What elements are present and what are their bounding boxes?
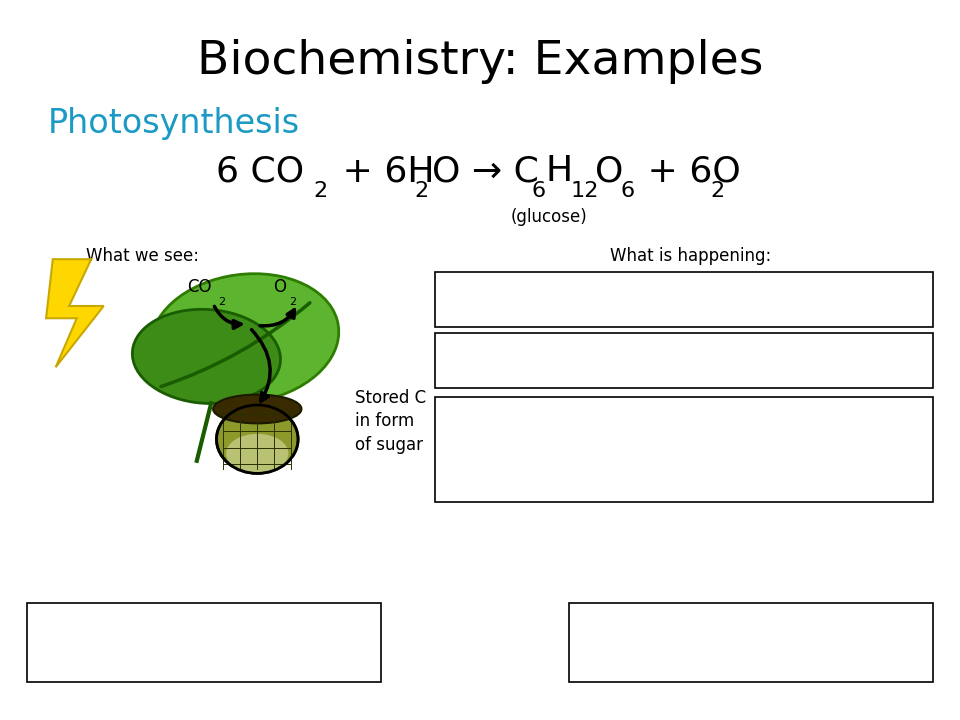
Text: 6: 6 bbox=[532, 181, 546, 202]
Text: CO: CO bbox=[187, 278, 212, 296]
Text: Biochemistry: Examples: Biochemistry: Examples bbox=[197, 39, 763, 84]
Text: 9 ADP + 9 Pi + 6 H+ → 9 ATP + 6 H⁺: 9 ADP + 9 Pi + 6 H+ → 9 ATP + 6 H⁺ bbox=[533, 352, 835, 370]
Text: O: O bbox=[274, 278, 287, 296]
Ellipse shape bbox=[132, 310, 280, 403]
FancyArrowPatch shape bbox=[214, 306, 241, 328]
FancyBboxPatch shape bbox=[435, 397, 933, 502]
Text: O → C: O → C bbox=[432, 155, 539, 189]
Text: 2: 2 bbox=[289, 297, 296, 307]
Text: H: H bbox=[545, 155, 572, 189]
FancyArrowPatch shape bbox=[252, 330, 270, 401]
Text: (glucose): (glucose) bbox=[511, 209, 588, 226]
Ellipse shape bbox=[227, 433, 288, 474]
Text: Biologic observations show: Biologic observations show bbox=[40, 624, 249, 639]
Polygon shape bbox=[46, 259, 104, 367]
Text: 2: 2 bbox=[218, 297, 225, 307]
Text: 12: 12 bbox=[570, 181, 599, 202]
Text: 6: 6 bbox=[620, 181, 635, 202]
Text: Photosynthesis: Photosynthesis bbox=[48, 107, 300, 140]
Ellipse shape bbox=[213, 395, 301, 423]
FancyBboxPatch shape bbox=[27, 603, 381, 682]
Ellipse shape bbox=[217, 405, 299, 474]
Text: What we see:: What we see: bbox=[86, 246, 200, 264]
Text: While these complex chemical: While these complex chemical bbox=[583, 624, 817, 639]
Text: 2: 2 bbox=[415, 181, 429, 202]
Text: Stored C
in form
of sugar: Stored C in form of sugar bbox=[355, 389, 426, 454]
Text: 6 H₂O + 6 NADP⁺ → 6 NADPH + 6 H⁺: 6 H₂O + 6 NADP⁺ → 6 NADPH + 6 H⁺ bbox=[532, 290, 836, 308]
Text: 6 CO₂ + 9 ATP + 6 NADPH + 6 H⁺ → C₆H₁₂O₆ + 6
NADP⁺ + 9 ADP + 9 Pi: 6 CO₂ + 9 ATP + 6 NADPH + 6 H⁺ → C₆H₁₂O₆… bbox=[483, 428, 885, 471]
FancyBboxPatch shape bbox=[435, 333, 933, 388]
Text: What is happening:: What is happening: bbox=[610, 246, 771, 264]
Text: 6 CO: 6 CO bbox=[216, 155, 304, 189]
Text: reactions are required.: reactions are required. bbox=[583, 652, 757, 667]
Text: O: O bbox=[595, 155, 624, 189]
FancyBboxPatch shape bbox=[435, 272, 933, 327]
Text: these reactions.: these reactions. bbox=[40, 652, 163, 667]
Ellipse shape bbox=[151, 274, 339, 403]
Text: + 6O: + 6O bbox=[636, 155, 740, 189]
FancyArrowPatch shape bbox=[161, 303, 310, 387]
FancyBboxPatch shape bbox=[569, 603, 933, 682]
Text: 2: 2 bbox=[710, 181, 725, 202]
FancyArrowPatch shape bbox=[260, 310, 295, 326]
Text: 2: 2 bbox=[313, 181, 327, 202]
Text: + 6H: + 6H bbox=[331, 155, 435, 189]
